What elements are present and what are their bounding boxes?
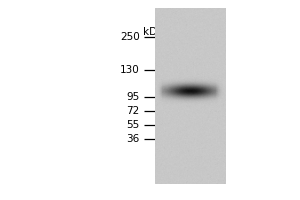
Text: 72: 72 [127, 106, 140, 116]
Text: 36: 36 [127, 134, 140, 144]
Text: 55: 55 [127, 120, 140, 130]
Text: 130: 130 [120, 65, 140, 75]
Text: Elabscience: Elabscience [156, 160, 180, 164]
Text: 95: 95 [127, 92, 140, 102]
Text: kDa: kDa [143, 27, 164, 37]
Text: 250: 250 [120, 32, 140, 42]
